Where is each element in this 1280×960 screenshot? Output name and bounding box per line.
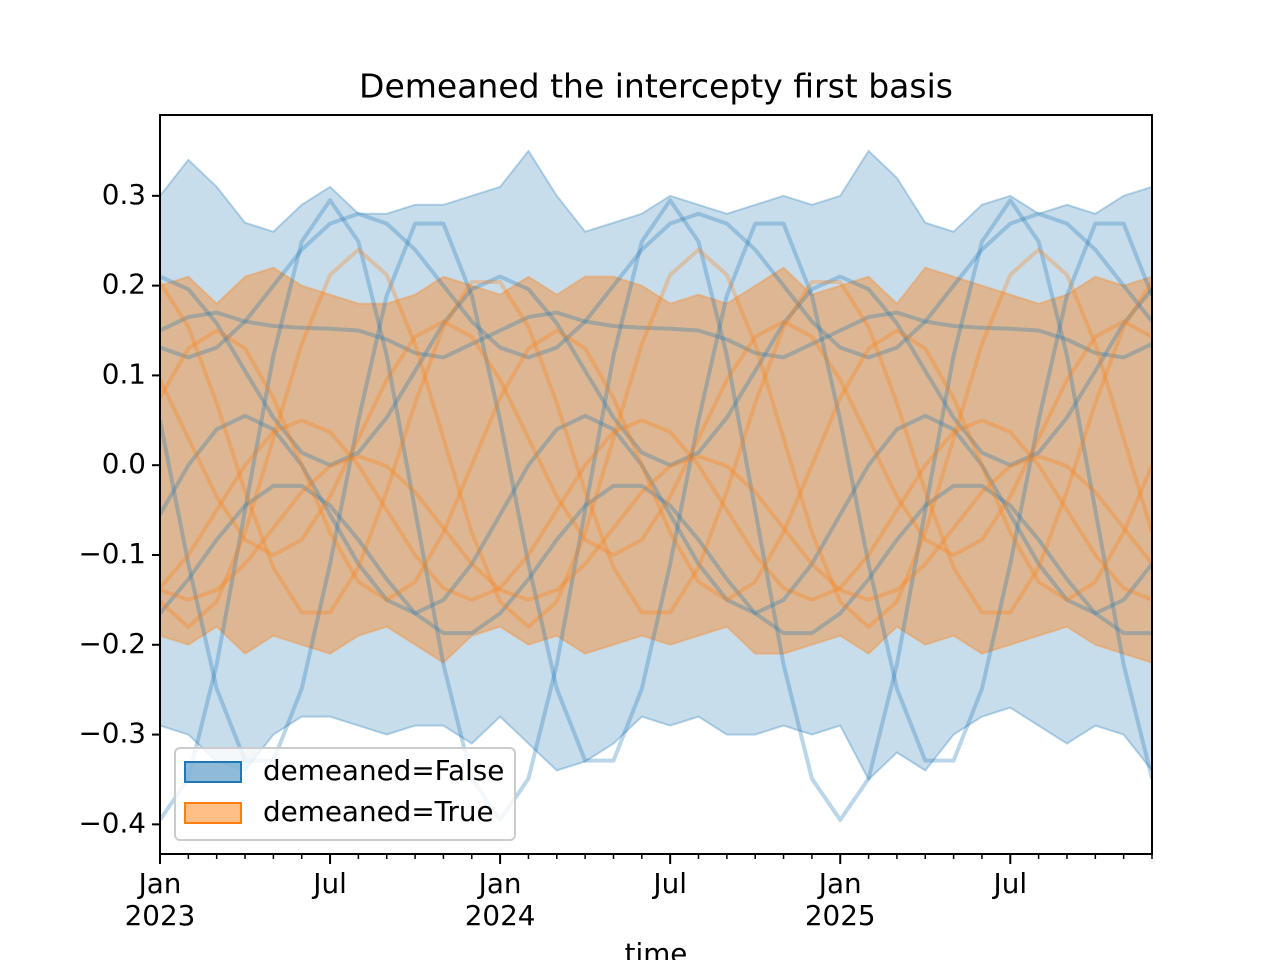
chart-title: Demeaned the intercepty first basis (359, 67, 953, 106)
x-axis-label: time (625, 937, 688, 960)
band (160, 149, 1152, 782)
line (160, 310, 1152, 360)
legend-frame (174, 747, 516, 841)
y-tick-label: 0.2 (102, 268, 146, 301)
legend-swatch (184, 802, 242, 824)
line (160, 483, 1152, 636)
line (160, 418, 1152, 602)
x-tick-label: Jul (313, 867, 347, 900)
y-tick-label: 0.3 (102, 178, 146, 211)
line (160, 319, 1152, 557)
y-tick-label: −0.4 (79, 806, 147, 839)
legend-label: demeaned=False (263, 754, 504, 787)
x-tick-label: Jan 2024 (464, 867, 536, 932)
band (160, 266, 1152, 665)
x-tick-label: Jan 2023 (124, 867, 196, 932)
line (160, 454, 1152, 602)
y-tick-label: −0.1 (79, 537, 147, 570)
x-tick-label: Jul (653, 867, 687, 900)
line (160, 280, 1152, 615)
line (160, 221, 1152, 763)
y-tick-label: 0.1 (102, 357, 146, 390)
legend: demeaned=False demeaned=True (174, 747, 516, 841)
y-tick-label: 0.0 (102, 447, 146, 480)
y-tick-label: −0.2 (79, 627, 147, 660)
line (160, 198, 1152, 822)
y-tick-label: −0.3 (79, 717, 147, 750)
line (160, 247, 1152, 629)
legend-label: demeaned=True (263, 795, 494, 828)
line (160, 274, 1152, 468)
line (160, 328, 1152, 602)
legend-swatch (184, 761, 242, 783)
line (160, 413, 1152, 616)
line (160, 211, 1152, 360)
x-tick-label: Jan 2025 (804, 867, 876, 932)
x-tick-label: Jul (993, 867, 1028, 900)
plot-area (160, 149, 1152, 822)
plot-frame (159, 114, 1153, 855)
